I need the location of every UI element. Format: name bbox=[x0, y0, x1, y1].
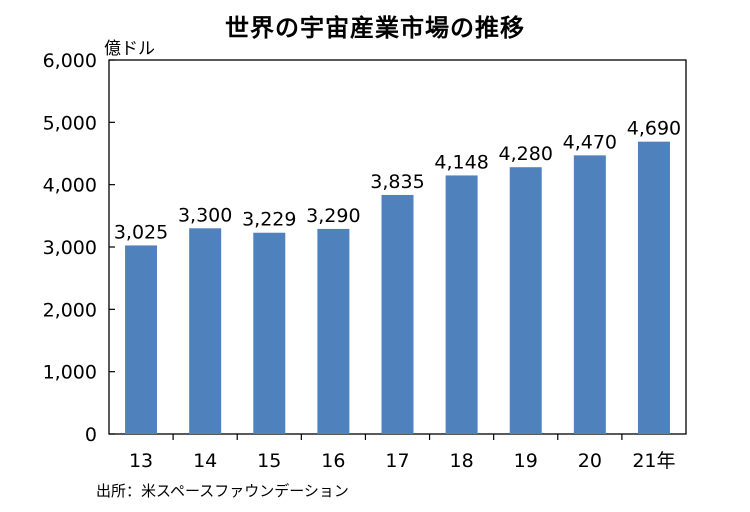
x-tick-label: 17 bbox=[385, 450, 409, 472]
data-label: 3,835 bbox=[370, 171, 424, 193]
data-label: 3,229 bbox=[242, 209, 296, 231]
y-tick-label: 4,000 bbox=[43, 175, 97, 197]
data-label: 3,025 bbox=[114, 221, 168, 243]
bar bbox=[381, 194, 414, 434]
x-tick-label: 15 bbox=[257, 450, 281, 472]
x-tick-label: 13 bbox=[129, 450, 153, 472]
y-tick-label: 5,000 bbox=[43, 112, 97, 134]
data-label: 4,280 bbox=[499, 143, 553, 165]
bar bbox=[445, 175, 478, 434]
y-tick-label: 2,000 bbox=[43, 299, 97, 321]
data-label: 4,148 bbox=[434, 151, 488, 173]
data-label: 4,690 bbox=[627, 118, 681, 140]
data-label: 3,300 bbox=[178, 204, 232, 226]
y-tick-label: 6,000 bbox=[43, 50, 97, 72]
data-label: 4,470 bbox=[563, 131, 617, 153]
y-tick-label: 1,000 bbox=[43, 362, 97, 384]
y-tick-label: 0 bbox=[85, 424, 97, 446]
x-tick-label: 20 bbox=[578, 450, 602, 472]
y-axis-unit-label: 億ドル bbox=[104, 39, 155, 59]
x-tick-label: 16 bbox=[321, 450, 345, 472]
bar bbox=[189, 228, 222, 434]
bar bbox=[125, 245, 158, 434]
x-tick-label: 14 bbox=[193, 450, 217, 472]
x-tick-label: 18 bbox=[450, 450, 474, 472]
bar bbox=[509, 167, 542, 435]
x-tick-label: 19 bbox=[514, 450, 538, 472]
bar bbox=[253, 232, 286, 434]
bar bbox=[317, 228, 350, 434]
source-note: 出所：米スペースファウンデーション bbox=[96, 482, 349, 500]
bar bbox=[637, 141, 670, 434]
y-tick-label: 3,000 bbox=[43, 237, 97, 259]
bar bbox=[573, 155, 606, 434]
data-label: 3,290 bbox=[306, 205, 360, 227]
chart-title: 世界の宇宙産業市場の推移 bbox=[225, 14, 525, 42]
x-tick-label: 21年 bbox=[632, 450, 675, 472]
